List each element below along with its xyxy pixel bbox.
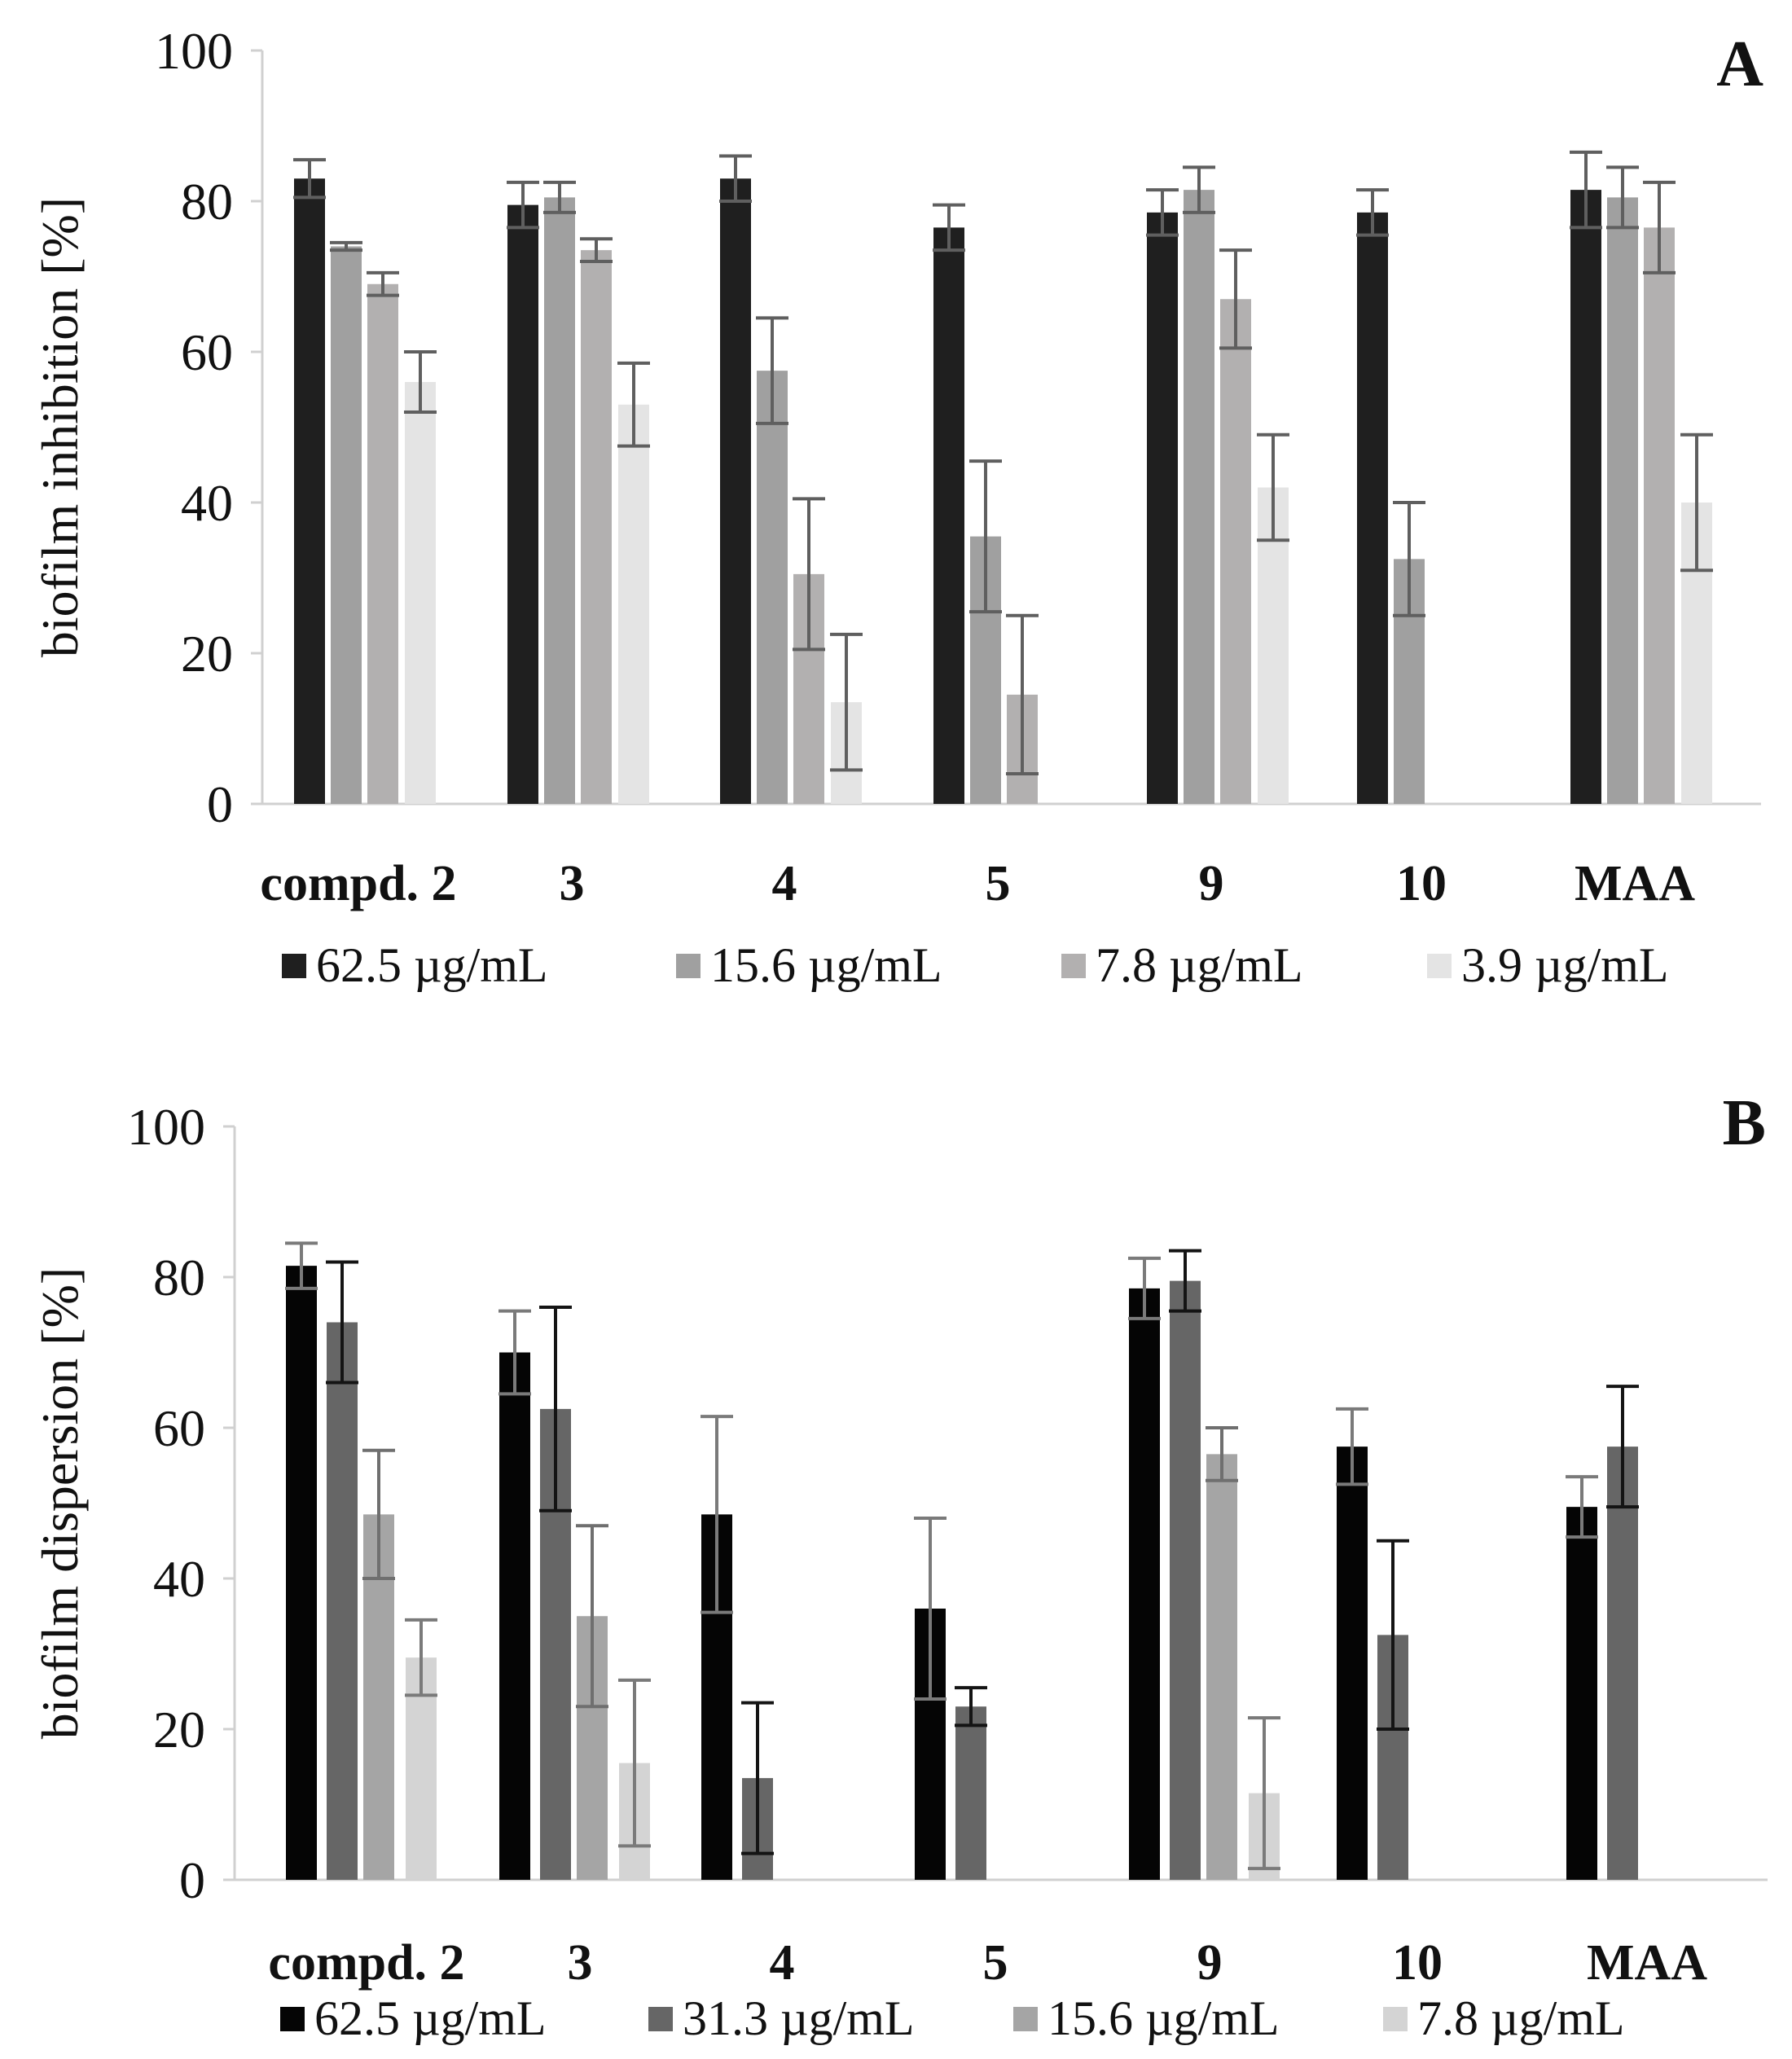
pb-bar	[1566, 1507, 1597, 1880]
pb-category-label: MAA	[1587, 1935, 1707, 1991]
pb-legend-label: 31.3 µg/mL	[683, 1991, 915, 2045]
pa-bar	[1570, 190, 1601, 804]
pa-category-label: 9	[1199, 856, 1224, 911]
panel-a-chart: 0 20 40 60 80 100 biofilm inhibition [%] Acompd…	[31, 22, 1763, 992]
pb-bar	[955, 1706, 986, 1880]
pa-legend-label: 7.8 µg/mL	[1096, 938, 1303, 992]
pa-y-tick-label: 0	[207, 775, 233, 833]
pa-bar	[1607, 197, 1638, 804]
pb-bar	[286, 1266, 317, 1880]
pa-panel-label: A	[1716, 29, 1763, 100]
pa-bar	[1357, 212, 1388, 804]
pa-bar	[1220, 299, 1251, 804]
pb-category-label: 4	[770, 1935, 795, 1991]
panel-b-chart: 0 20 40 60 80 100 biofilm dispersion [%] Bcompd…	[31, 1087, 1768, 2045]
pb-bar	[1170, 1280, 1201, 1880]
pa-legend-label: 15.6 µg/mL	[710, 938, 942, 992]
pb-legend-label: 7.8 µg/mL	[1417, 1991, 1625, 2045]
pa-bar	[1184, 190, 1214, 804]
pb-y-axis-label: biofilm dispersion [%]	[31, 1267, 89, 1739]
pa-legend-swatch	[282, 954, 306, 978]
pa-category-label: 10	[1396, 856, 1447, 911]
pa-bar	[933, 227, 964, 804]
pb-category-label: 3	[568, 1935, 593, 1991]
pa-bar	[720, 178, 751, 804]
pb-legend-swatch	[648, 2007, 673, 2031]
pb-category-label: compd. 2	[268, 1935, 464, 1991]
pa-bar	[757, 371, 788, 804]
pa-bar	[581, 250, 612, 804]
pb-y-tick-label: 80	[153, 1249, 205, 1306]
pa-y-tick-label: 80	[181, 173, 233, 230]
pa-category-label: MAA	[1575, 856, 1695, 911]
pb-bar	[1607, 1447, 1638, 1880]
pb-y-tick-label: 20	[153, 1701, 205, 1758]
pb-bar	[499, 1352, 530, 1880]
pb-legend-swatch	[280, 2007, 305, 2031]
pb-bar	[1337, 1447, 1368, 1880]
pa-y-tick-label: 100	[155, 22, 233, 80]
pa-y-tick-label: 20	[181, 625, 233, 683]
pa-bar	[294, 178, 325, 804]
pa-bar	[367, 283, 398, 804]
pa-bar	[405, 382, 436, 804]
pa-category-label: 5	[986, 856, 1011, 911]
pb-category-label: 5	[983, 1935, 1008, 1991]
pb-y-tick-label: 0	[179, 1851, 205, 1909]
pb-y-tick-label: 100	[127, 1098, 205, 1156]
pa-category-label: compd. 2	[260, 856, 456, 911]
pa-legend-swatch	[676, 954, 701, 978]
pa-category-label: 4	[772, 856, 797, 911]
pb-legend-label: 62.5 µg/mL	[314, 1991, 547, 2045]
pb-legend-swatch	[1383, 2007, 1408, 2031]
pb-y-tick-label: 40	[153, 1550, 205, 1608]
pb-y-tick-label: 60	[153, 1399, 205, 1457]
pb-legend-label: 15.6 µg/mL	[1048, 1991, 1280, 2045]
pa-bar	[1147, 212, 1178, 804]
pb-bar	[1129, 1288, 1160, 1880]
pa-bar	[544, 197, 575, 804]
pb-bar	[1206, 1454, 1237, 1880]
pa-y-tick-label: 60	[181, 323, 233, 381]
pa-bar	[1644, 227, 1675, 804]
pa-y-tick-label: 40	[181, 474, 233, 532]
pa-category-label: 3	[560, 856, 585, 911]
pa-legend-label: 3.9 µg/mL	[1461, 938, 1669, 992]
pa-legend-label: 62.5 µg/mL	[316, 938, 548, 992]
pb-category-label: 9	[1197, 1935, 1223, 1991]
pb-bar	[327, 1322, 358, 1880]
pa-legend-swatch	[1061, 954, 1086, 978]
pa-bar	[618, 404, 649, 804]
pa-y-axis-label: biofilm inhibition [%]	[31, 197, 89, 657]
pa-bar	[331, 246, 362, 804]
pa-bar	[507, 204, 538, 804]
pa-legend-swatch	[1427, 954, 1452, 978]
pb-category-label: 10	[1392, 1935, 1443, 1991]
pb-panel-label: B	[1723, 1087, 1766, 1159]
pb-legend-swatch	[1013, 2007, 1038, 2031]
